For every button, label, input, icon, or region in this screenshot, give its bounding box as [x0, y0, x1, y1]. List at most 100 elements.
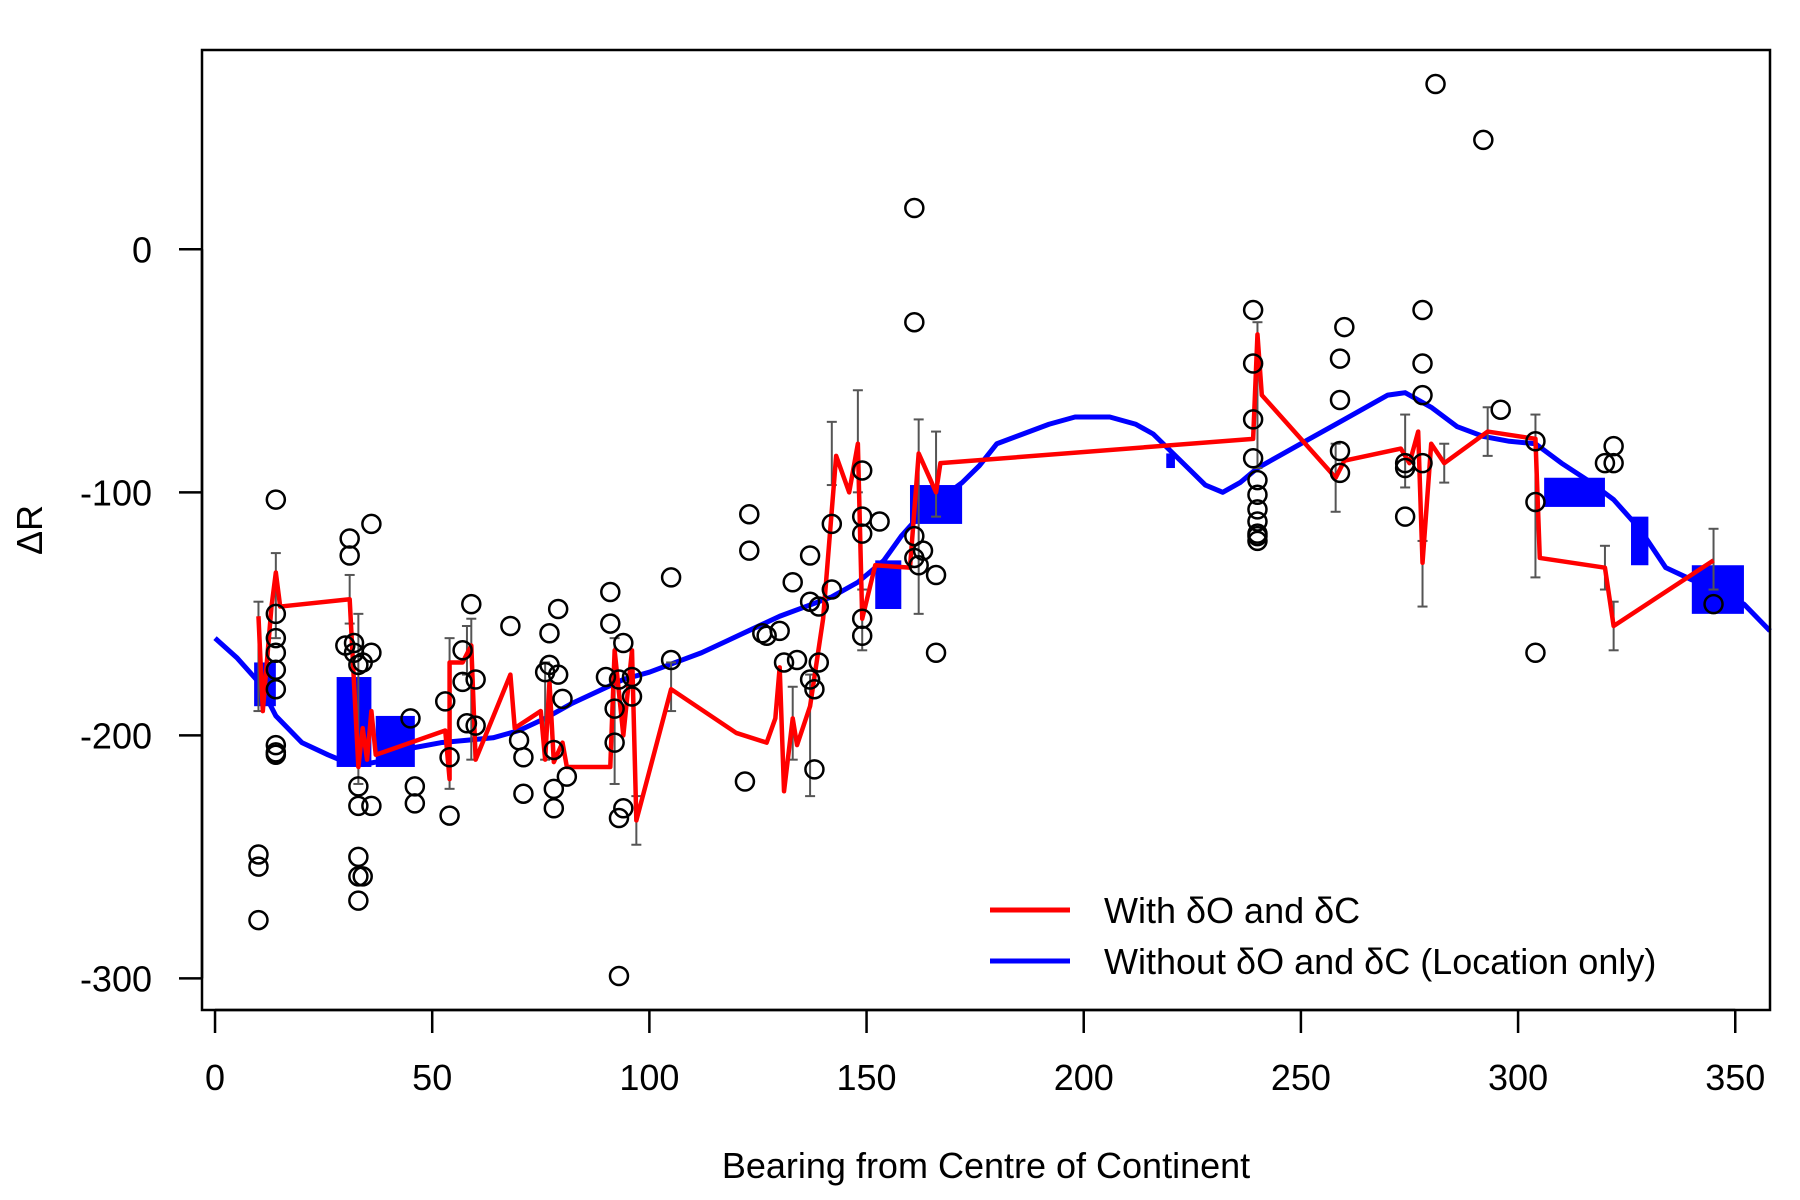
- data-point: [1412, 452, 1433, 474]
- data-point: [1594, 452, 1616, 474]
- data-point: [608, 965, 630, 987]
- data-point: [1412, 299, 1433, 321]
- data-point: [439, 746, 460, 768]
- data-point: [739, 503, 760, 525]
- data-point: [821, 579, 843, 600]
- data-point: [1329, 462, 1351, 484]
- data-point: [465, 715, 486, 736]
- data-point: [539, 623, 560, 644]
- data-point: [869, 511, 890, 532]
- data-point: [1329, 440, 1351, 462]
- data-point: [248, 909, 269, 931]
- data-point: [348, 846, 369, 868]
- x-tick-label: 200: [1054, 1057, 1114, 1098]
- data-point: [1247, 499, 1268, 520]
- x-tick-label: 250: [1271, 1057, 1331, 1098]
- data-point: [348, 795, 369, 817]
- data-point: [608, 807, 630, 829]
- data-point: [361, 642, 382, 663]
- data-point: [543, 739, 565, 761]
- y-axis-title: ΔR: [9, 505, 50, 555]
- data-point: [556, 766, 578, 787]
- data-point: [786, 649, 808, 671]
- data-point: [904, 311, 925, 333]
- data-point: [452, 640, 473, 661]
- data-point: [600, 581, 621, 603]
- data-point: [1525, 491, 1546, 513]
- data-point: [804, 759, 825, 780]
- data-point: [808, 652, 830, 673]
- x-axis-title: Bearing from Centre of Continent: [722, 1145, 1250, 1186]
- data-point: [547, 598, 569, 620]
- data-point: [604, 732, 625, 753]
- red-series-line: [256, 332, 1715, 823]
- data-point: [1242, 299, 1264, 321]
- data-point: [782, 572, 803, 593]
- data-point: [773, 652, 795, 673]
- data-point: [352, 866, 373, 887]
- data-point: [1412, 384, 1433, 406]
- data-point: [613, 632, 634, 654]
- y-axis: 0 -100 -200 -300: [80, 229, 204, 999]
- data-point: [1334, 316, 1355, 338]
- y-tick-label: -100: [80, 472, 152, 513]
- data-point: [1247, 525, 1268, 547]
- x-axis: 0 50 100 150 200 250 300 350: [205, 1008, 1765, 1098]
- data-point: [739, 540, 760, 561]
- scatter-points: [248, 73, 1724, 987]
- data-point: [265, 734, 287, 756]
- data-point: [660, 649, 682, 671]
- x-tick-label: 350: [1705, 1057, 1765, 1098]
- data-point: [339, 545, 360, 566]
- data-point: [361, 795, 382, 817]
- data-point: [925, 642, 947, 663]
- data-point: [613, 798, 634, 819]
- data-point: [621, 666, 643, 688]
- data-point: [248, 856, 269, 877]
- legend-label-blue: Without δO and δC (Location only): [1104, 941, 1656, 982]
- data-point: [1412, 353, 1433, 374]
- blue-dense-band: [1631, 516, 1649, 566]
- data-point: [265, 603, 287, 625]
- data-point: [547, 664, 569, 685]
- data-point: [1247, 511, 1268, 532]
- data-point: [595, 666, 617, 688]
- data-point: [851, 460, 873, 481]
- data-point: [265, 659, 287, 680]
- data-point: [1490, 399, 1511, 420]
- data-point: [912, 540, 934, 561]
- red-series: [256, 332, 1715, 823]
- data-point: [908, 554, 929, 576]
- data-point: [1473, 129, 1494, 151]
- x-tick-label: 100: [619, 1057, 679, 1098]
- data-point: [756, 625, 777, 646]
- data-point: [1329, 389, 1351, 411]
- data-point: [804, 678, 825, 700]
- data-point: [343, 632, 365, 654]
- data-point: [851, 625, 873, 646]
- data-point: [348, 890, 369, 911]
- data-point: [608, 669, 630, 690]
- data-point: [434, 691, 456, 712]
- data-point: [265, 627, 287, 649]
- data-point: [513, 783, 534, 804]
- data-point: [1525, 642, 1546, 663]
- data-point: [734, 771, 756, 792]
- data-point: [543, 778, 565, 800]
- y-tick-label: 0: [132, 229, 152, 270]
- data-point: [552, 688, 573, 710]
- data-point: [1603, 452, 1624, 474]
- data-point: [465, 669, 486, 690]
- blue-dense-band: [1166, 453, 1175, 469]
- data-point: [248, 844, 269, 865]
- plot-area: [213, 73, 1772, 987]
- data-point: [361, 513, 382, 535]
- data-point: [1242, 448, 1264, 469]
- data-point: [348, 776, 369, 797]
- x-tick-label: 150: [837, 1057, 897, 1098]
- data-point: [513, 746, 534, 768]
- data-point: [265, 678, 287, 700]
- data-point: [799, 545, 821, 566]
- data-point: [461, 593, 482, 615]
